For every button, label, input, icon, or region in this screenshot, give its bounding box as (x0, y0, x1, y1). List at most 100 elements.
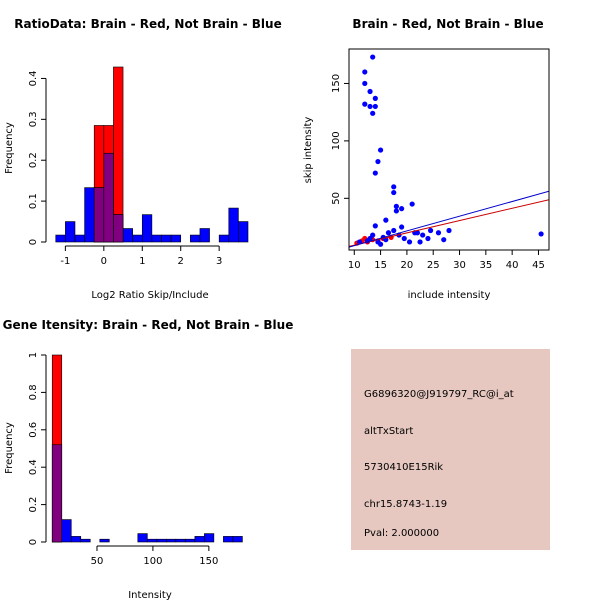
scatter-blue-point (370, 110, 376, 116)
scatter-blue-point (372, 103, 378, 110)
scatter-x-tick-label: 45 (532, 260, 545, 271)
intensity-hist-blue-bar (175, 538, 186, 543)
intensity-hist-overlap-bar (51, 444, 63, 543)
scatter-blue-point (417, 239, 423, 245)
scatter-blue-point (393, 203, 399, 209)
ratio-hist-x-tick-label: 1 (139, 256, 145, 267)
event-type: altTxStart (364, 426, 413, 437)
ratio-hist-y-tick-label: 0 (28, 239, 39, 245)
ratio-hist-blue-bar (161, 234, 172, 243)
ratio-hist-ylabel: Frequency (4, 122, 15, 174)
scatter-blue-point (377, 147, 384, 153)
scatter-plot-frame (348, 48, 550, 251)
intensity-hist-xlabel: Intensity (128, 590, 172, 600)
scatter-title: Brain - Red, Not Brain - Blue (352, 17, 543, 31)
scatter-blue-point (399, 224, 405, 230)
intensity-hist-y-tick-label: 0 (28, 539, 39, 545)
ratio-hist-blue-bar (74, 234, 85, 243)
ratio-hist-y-tick-label: 0.2 (28, 152, 39, 168)
ratio-hist-y-tick-label: 0.1 (28, 193, 39, 209)
intensity-hist-y-tick-label: 0.2 (28, 497, 39, 513)
scatter-blue-point (367, 88, 373, 95)
scatter-blue-point (372, 223, 378, 229)
ratio-hist-blue-bar (238, 221, 249, 243)
intensity-hist-y-tick-label: 0.8 (28, 384, 39, 400)
intensity-hist-blue-bar (204, 533, 215, 543)
genomic-location: chr15.8743-1.19 (364, 499, 447, 510)
intensity-hist-blue-bar (194, 536, 205, 543)
scatter-x-tick-label: 40 (506, 260, 519, 271)
scatter-blue-point (446, 227, 452, 234)
scatter-blue-point (383, 217, 389, 223)
ratio-hist-blue-bar (122, 228, 133, 243)
scatter-blue-point (377, 241, 384, 247)
scatter-blue-point (372, 95, 378, 101)
scatter-blue-point (414, 230, 421, 236)
scatter-blue-point (441, 237, 447, 243)
scatter-blue-point (391, 189, 397, 196)
ratio-hist-blue-bar (228, 207, 239, 243)
scatter-red-fit-line (349, 199, 549, 247)
scatter-blue-point (385, 230, 392, 236)
ratio-hist-blue-bar (132, 234, 143, 243)
scatter-x-tick-label: 10 (348, 260, 361, 271)
scatter-x-tick-label: 35 (479, 260, 492, 271)
ratio-hist-blue-bar (151, 234, 162, 243)
scatter-blue-point (391, 227, 397, 234)
ratio-hist-blue-bar (218, 234, 230, 243)
intensity-hist-ylabel: Frequency (4, 422, 15, 474)
scatter-blue-point (362, 69, 368, 75)
ratio-hist-x-tick-label: 0 (101, 256, 107, 267)
intensity-hist-blue-bar (166, 538, 177, 543)
ratio-hist-overlap-bar (93, 187, 105, 243)
scatter-blue-point (393, 208, 399, 214)
intensity-hist-blue-bar (147, 538, 158, 543)
ratio-hist-x-tick-label: 2 (178, 256, 184, 267)
scatter-blue-point (362, 80, 368, 87)
scatter-blue-fit-line (349, 190, 549, 248)
ratio-hist-overlap-bar (113, 214, 124, 243)
probe-id: G6896320@J919797_RC@i_at (364, 389, 514, 400)
scatter-blue-point (391, 184, 397, 190)
scatter-ylabel: skip intensity (303, 117, 314, 184)
plot-layer: -1 0 1 2 300.10.20.30.410 15 20 25 30 35 40 4550100… (28, 48, 550, 567)
scatter-blue-point (406, 239, 413, 245)
info-panel (351, 349, 550, 550)
scatter-blue-point (420, 232, 426, 238)
ratio-hist-x-tick-label: -1 (60, 256, 70, 267)
ratio-hist-title: RatioData: Brain - Red, Not Brain - Blue (14, 17, 281, 31)
intensity-hist-blue-bar (223, 536, 234, 543)
scatter-x-tick-label: 20 (401, 260, 414, 271)
intensity-hist-blue-bar (61, 519, 72, 543)
scatter-blue-point (375, 158, 381, 165)
scatter-blue-point (425, 235, 431, 242)
ratio-hist-blue-bar (65, 221, 76, 243)
scatter-x-tick-label: 30 (453, 260, 466, 271)
pval-text: Pval: 2.000000 (364, 528, 439, 539)
intensity-hist-blue-bar (70, 536, 82, 543)
intensity-hist-y-tick-label: 0.4 (28, 459, 39, 475)
ratio-hist-blue-bar (141, 214, 153, 243)
intensity-hist-x-tick-label: 150 (199, 556, 218, 567)
ratio-hist-blue-bar (190, 234, 201, 243)
ratio-hist-y-tick-label: 0.4 (28, 70, 39, 86)
scatter-y-tick-label: 50 (331, 192, 342, 205)
intensity-hist-blue-bar (99, 538, 110, 543)
ratio-hist-overlap-bar (103, 152, 114, 243)
scatter-blue-point (409, 201, 415, 207)
scatter-x-tick-label: 15 (374, 260, 387, 271)
scatter-xlabel: include intensity (408, 290, 491, 301)
scatter-blue-point (370, 54, 376, 60)
ratio-hist-x-tick-label: 3 (216, 256, 222, 267)
scatter-blue-point (372, 170, 378, 176)
scatter-y-tick-label: 150 (331, 74, 342, 93)
gene-name: 5730410E15Rik (364, 462, 443, 473)
scatter-y-tick-label: 100 (331, 131, 342, 150)
scatter-blue-point (538, 231, 544, 237)
scatter-blue-point (399, 206, 405, 212)
intensity-hist-blue-bar (80, 538, 91, 543)
ratio-hist-xlabel: Log2 Ratio Skip/Include (91, 290, 208, 301)
scatter-blue-point (367, 103, 373, 110)
